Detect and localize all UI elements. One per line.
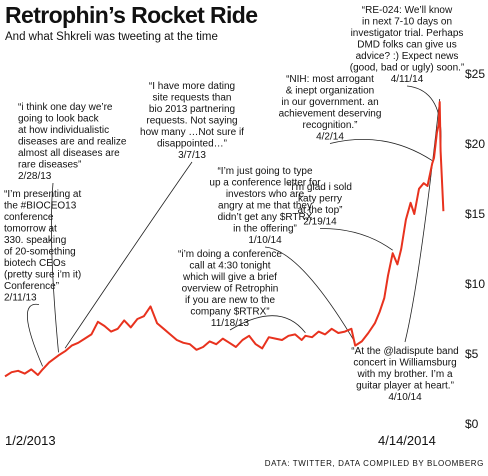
- annotation-leader: [329, 139, 433, 161]
- annotation-line: 330. speaking: [4, 235, 66, 246]
- annotation-line: in next 7-10 days on: [362, 17, 452, 28]
- annotation-line: almost all diseases are: [18, 148, 120, 159]
- y-tick-label: $25: [465, 67, 485, 81]
- annotation-line: at the top”: [297, 205, 342, 216]
- y-tick-label: $10: [465, 277, 485, 291]
- annotation-line: how many …Not sure if: [140, 127, 244, 138]
- annotation-line: & inept organization: [286, 86, 374, 97]
- annotation-line: Conference”: [4, 281, 59, 292]
- chart-subtitle: And what Shkreli was tweeting at the tim…: [5, 31, 218, 43]
- annotation-date: 4/10/14: [388, 392, 422, 403]
- y-tick-label: $5: [465, 347, 479, 361]
- annotation-line: guitar player at heart.”: [356, 381, 454, 392]
- y-tick-label: $0: [465, 417, 479, 431]
- annotation-date: 11/18/13: [211, 318, 250, 329]
- annotation-line: the #BIOCEO13: [4, 201, 77, 212]
- annotation-leader: [51, 182, 59, 353]
- annotation-line: “i think one day we’re: [18, 102, 113, 113]
- annotation-line: with my brother. I’m a: [356, 369, 452, 380]
- annotation-line: “i’m glad i sold: [288, 182, 352, 193]
- annotation-line: “RE-024: We’ll know: [362, 5, 453, 16]
- chart-title: Retrophin’s Rocket Ride: [5, 2, 258, 28]
- annotation-line: “I’m presenting at: [4, 189, 81, 200]
- annotation-date: 2/28/13: [18, 171, 52, 182]
- annotation-line: requests. Not saying: [146, 116, 237, 127]
- annotation-line: (pretty sure i’m it): [4, 270, 81, 281]
- annotation-line: investigator trial. Perhaps: [351, 28, 464, 39]
- annotation-line: company $RTRX”: [190, 307, 269, 318]
- annotation-line: call at 4:30 tonight: [189, 261, 270, 272]
- annotation-line: disappointed…”: [157, 139, 227, 150]
- annotation-date: 4/11/14: [391, 74, 424, 85]
- annotation-line: achievement deserving: [279, 109, 382, 120]
- y-axis: $0 $5 $10 $15 $20 $25: [465, 67, 485, 431]
- annotation-line: investors who are: [226, 189, 305, 200]
- annotation-line: up a conference letter for: [209, 178, 321, 189]
- annotation-line: didn’t get any $RTRX: [218, 212, 313, 223]
- annotation-line: site requests than: [153, 93, 232, 104]
- price-line: [4, 101, 445, 378]
- annotation-leader: [27, 303, 43, 367]
- annotation-line: going to look back: [18, 114, 100, 125]
- annotation-line: in the offering”: [233, 224, 297, 235]
- annotation-line: of 20-something: [4, 247, 76, 258]
- annotation-line: “i’m doing a conference: [178, 249, 282, 260]
- annotation-leader: [64, 161, 193, 349]
- annotation-line: diseases are and realize: [18, 137, 127, 148]
- y-tick-label: $20: [465, 137, 485, 151]
- annotation-date: 2/19/14: [303, 217, 337, 228]
- annotation-date: 3/7/13: [178, 150, 206, 161]
- annotation-line: “At the @ladispute band: [351, 346, 458, 357]
- annotation-line: concert in Williamsburg: [353, 358, 456, 369]
- annotation-line: conference: [4, 212, 54, 223]
- annotation-leader: [404, 98, 441, 343]
- annotation-date: 2/11/13: [4, 293, 37, 304]
- x-tick-label-end: 4/14/2014: [378, 433, 436, 448]
- annotation-line: tomorrow at: [4, 224, 57, 235]
- annotation-line: angry at me that they: [218, 201, 312, 212]
- annotation-line: which will give a brief: [182, 272, 277, 283]
- annotation-leader: [264, 246, 356, 343]
- annotation-line: rare diseases”: [18, 160, 81, 171]
- annotation-line: biotech CEOs: [4, 258, 66, 269]
- x-tick-label-start: 1/2/2013: [5, 433, 56, 448]
- annotation-line: overview of Retrophin: [182, 284, 279, 295]
- y-tick-label: $15: [465, 207, 485, 221]
- annotation-line: at how individualistic: [18, 125, 109, 136]
- annotation-date: 4/2/14: [316, 132, 344, 143]
- annotation-line: in our government. an: [281, 97, 378, 108]
- annotation-date: 1/10/14: [248, 235, 282, 246]
- annotation-line: “I’m just going to type: [217, 166, 312, 177]
- annotation-line: “I have more dating: [149, 81, 235, 92]
- source-note: DATA: TWITTER, DATA COMPILED BY BLOOMBER…: [265, 459, 484, 468]
- annotation-line: bio 2013 partnering: [149, 104, 235, 115]
- annotation-line: katy perry: [298, 194, 342, 205]
- annotation-line: advice? :) Expect news: [356, 51, 459, 62]
- annotation-line: recognition.”: [302, 120, 357, 131]
- annotation-leader: [319, 228, 393, 251]
- annotation: “NIH: most arrogant& inept organizationi…: [279, 74, 382, 143]
- annotation-line: (good, bad or ugly) soon.”: [350, 63, 465, 74]
- annotation-line: if you are new to the: [185, 295, 275, 306]
- annotation-line: “NIH: most arrogant: [286, 74, 374, 85]
- annotation-leader: [229, 315, 306, 334]
- annotation-line: DMD folks can give us: [357, 40, 456, 51]
